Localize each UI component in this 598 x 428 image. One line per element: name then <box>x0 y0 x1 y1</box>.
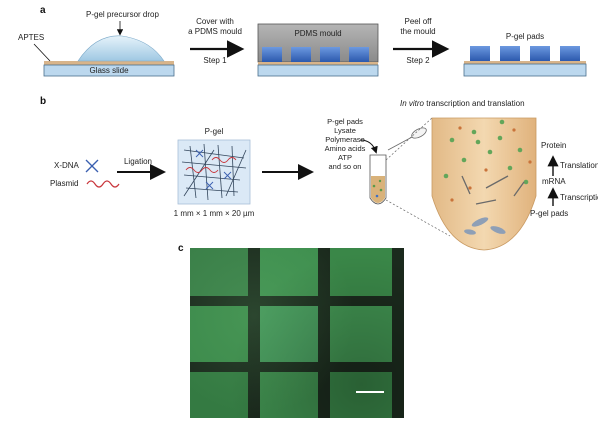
gel-dimensions: 1 mm × 1 mm × 20 µm <box>173 209 255 218</box>
micro-pad <box>190 372 248 418</box>
glass-slide-label: Glass slide <box>89 66 129 75</box>
step2-label: Step 2 <box>406 56 430 65</box>
pgel-network <box>177 139 251 205</box>
micro-pad <box>190 248 248 296</box>
ingredients-list: P-gel pads Lysate Polymerase Amino acids… <box>316 118 374 172</box>
glass-slide-1 <box>43 61 175 77</box>
ingredient-item: P-gel pads <box>327 117 363 126</box>
pgel-pads-label-a: P-gel pads <box>505 32 545 41</box>
xdna-label: X-DNA <box>54 161 79 170</box>
protein-label: Protein <box>541 141 567 150</box>
pgel-label: P-gel <box>204 127 224 136</box>
ingredient-item: Amino acids <box>324 144 366 153</box>
in-vitro-title: In vitro transcription and translation <box>400 100 525 108</box>
plasmid-label: Plasmid <box>50 179 79 188</box>
precursor-drop-label: P-gel precursor drop <box>86 10 159 19</box>
in-vitro-italic: In vitro <box>400 99 425 108</box>
micro-pad <box>330 372 392 418</box>
ligation-label: Ligation <box>123 157 153 166</box>
large-tube <box>431 117 537 251</box>
step1-line1: Cover with <box>196 17 234 26</box>
step2-line1: Peel off <box>404 17 432 26</box>
ingredient-arrow <box>359 139 378 154</box>
ingredient-item: and so on <box>328 162 362 171</box>
zoom-line-bottom <box>385 199 451 237</box>
step1-line2: a PDMS mould <box>188 27 242 36</box>
step2-line2: the mould <box>400 27 436 36</box>
ingredient-item: ATP <box>337 153 353 162</box>
in-vitro-rest: transcription and translation <box>424 99 525 108</box>
fluorescence-micrograph <box>190 248 404 418</box>
aptes-label: APTES <box>18 33 45 42</box>
transcription-label: Transcription <box>560 193 598 202</box>
pdms-mould-assembly <box>257 23 379 77</box>
panel-label-b: b <box>40 96 47 107</box>
ingredient-item: Lysate <box>334 126 356 135</box>
micro-texture <box>190 248 404 418</box>
aptes-pointer <box>33 43 51 62</box>
panel-label-c: c <box>178 243 184 254</box>
micro-pad <box>260 306 318 362</box>
mrna-label: mRNA <box>542 177 566 186</box>
micro-pad <box>190 306 248 362</box>
panel-label-a: a <box>40 5 46 16</box>
pdms-mould-label: PDMS mould <box>294 29 342 38</box>
micro-pad <box>260 248 318 296</box>
precursor-drop <box>77 35 165 62</box>
xdna-icon <box>85 159 99 173</box>
pgel-pads-slide <box>463 46 587 77</box>
micro-pad <box>330 306 392 362</box>
translation-label: Translation <box>560 161 598 170</box>
micro-pad <box>260 372 318 418</box>
micro-pad <box>330 248 392 296</box>
step1-label: Step 1 <box>203 56 227 65</box>
ingredient-item: Polymerase <box>325 135 365 144</box>
small-tube <box>369 154 387 205</box>
pipette-icon <box>387 127 427 151</box>
pgel-pads-label-b: P-gel pads <box>530 209 569 218</box>
scale-bar <box>356 391 384 393</box>
plasmid-icon <box>86 180 120 188</box>
